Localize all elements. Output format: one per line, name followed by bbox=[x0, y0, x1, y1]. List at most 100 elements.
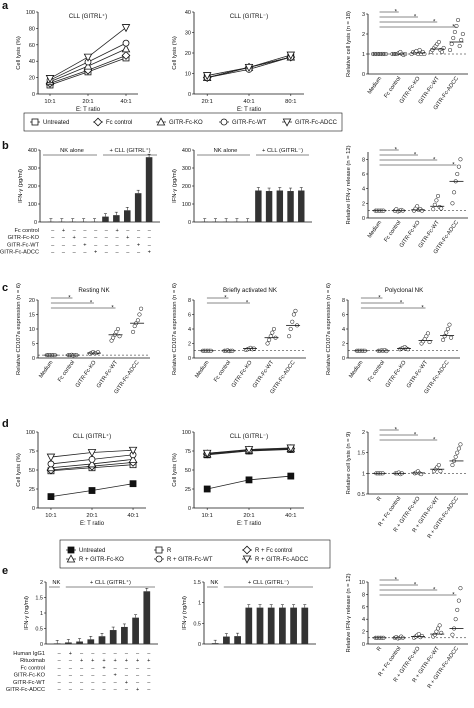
d3-sig-star: * bbox=[414, 433, 417, 439]
d1-point bbox=[87, 449, 97, 458]
d1-title: CLL (GITRL⁺) bbox=[73, 433, 111, 440]
a-legend-box bbox=[23, 112, 343, 132]
e-table-sign: – bbox=[114, 651, 118, 657]
b2-group-label: + CLL (GITRL⁻) bbox=[262, 148, 303, 154]
e3-sig-star: * bbox=[414, 583, 417, 589]
b3-point bbox=[450, 201, 455, 206]
b1-ytick-label: 0 bbox=[34, 220, 37, 226]
b2-bar bbox=[287, 191, 294, 222]
e-table-sign: – bbox=[80, 673, 84, 679]
b-table-sign: – bbox=[105, 242, 109, 248]
d1-point bbox=[88, 455, 96, 463]
e-table-row-label: Rituximab bbox=[20, 658, 45, 664]
b1-bar bbox=[145, 157, 153, 222]
e2-bar bbox=[223, 636, 230, 644]
b-table-sign: – bbox=[148, 228, 152, 234]
c2-sig-star: * bbox=[246, 301, 249, 307]
b3-ytick-label: 0 bbox=[362, 216, 365, 222]
d2-point bbox=[203, 485, 211, 493]
a3-point bbox=[454, 23, 459, 29]
c1-ytick-label: 20 bbox=[29, 298, 35, 304]
d3-point bbox=[453, 454, 458, 459]
d1-point bbox=[88, 487, 96, 494]
a1-ylabel: Cell lysis (%) bbox=[16, 36, 22, 70]
c3-sig-star: * bbox=[378, 296, 381, 302]
e-table-sign: – bbox=[102, 687, 106, 693]
c2-point bbox=[287, 334, 292, 339]
a3-point bbox=[451, 35, 456, 41]
a1-xtick-label: 20:1 bbox=[82, 99, 93, 105]
e3-point bbox=[450, 632, 455, 637]
a1-xtick-label: 10:1 bbox=[44, 99, 55, 105]
a3-ytick-label: 1 bbox=[362, 52, 365, 58]
e-table-sign: + bbox=[102, 658, 105, 664]
d-legend-label: R + Fc control bbox=[255, 548, 293, 554]
d2-title: CLL (GITRL⁻) bbox=[230, 433, 268, 440]
e2-ytick-label: 1 bbox=[198, 601, 201, 607]
b2-ytick-label: 0 bbox=[188, 220, 191, 226]
b-table-sign: – bbox=[137, 228, 141, 234]
e-table-sign: – bbox=[69, 665, 73, 671]
e-table-sign: + bbox=[136, 658, 139, 664]
c2-point bbox=[293, 308, 298, 313]
c3-point bbox=[405, 347, 411, 352]
d2-ytick-label: 100 bbox=[182, 430, 191, 436]
c1-sig-star: * bbox=[90, 301, 93, 307]
a2-ytick-label: 20 bbox=[185, 51, 191, 57]
a-legend-label: GITR-Fc-ADCC bbox=[295, 120, 338, 126]
a3-point bbox=[449, 41, 454, 47]
c1-ytick-label: 0 bbox=[32, 356, 35, 362]
b-table-sign: + bbox=[137, 242, 140, 248]
e3-ylabel: Relative IFN-γ release (n = 12) bbox=[346, 573, 352, 652]
b-table-sign: + bbox=[73, 235, 76, 241]
c3-point bbox=[441, 337, 446, 342]
e-table-sign: – bbox=[69, 680, 73, 686]
a2-title: CLL (GITRL⁻) bbox=[230, 13, 268, 20]
a1-point bbox=[121, 24, 131, 33]
c3-ytick-label: 0 bbox=[342, 356, 345, 362]
c1-sig-star: * bbox=[68, 296, 71, 302]
e1-ylabel: IFN-γ (ng/ml) bbox=[24, 596, 30, 630]
c1-title: Resting NK bbox=[78, 287, 110, 294]
b-table-sign: – bbox=[94, 228, 98, 234]
b-table-sign: – bbox=[51, 250, 55, 256]
d3-point bbox=[436, 463, 441, 468]
b3-category-label: Medium bbox=[367, 219, 384, 239]
c1-ytick-label: 10 bbox=[29, 327, 35, 333]
e2-ytick-label: 1.5 bbox=[193, 580, 201, 586]
e1-group-label: NK bbox=[52, 580, 60, 586]
c3-title: Polyclonal NK bbox=[385, 287, 424, 294]
e2-bar bbox=[290, 607, 297, 644]
a-legend-marker bbox=[31, 118, 39, 126]
d1-point bbox=[128, 454, 138, 463]
c2-point bbox=[271, 326, 276, 332]
b-table-row-label: GITR-Fc-KO bbox=[8, 235, 40, 241]
b2-bar bbox=[265, 191, 273, 222]
c1-sig-star: * bbox=[111, 306, 114, 312]
e-table-sign: – bbox=[58, 665, 62, 671]
e-table-sign: + bbox=[69, 651, 72, 657]
b1-group-label: + CLL (GITRL⁺) bbox=[109, 147, 150, 154]
d1-point bbox=[47, 460, 55, 468]
b1-bar bbox=[124, 210, 131, 222]
b3-category-label: Fc control bbox=[383, 220, 402, 244]
e-table-sign: – bbox=[69, 687, 73, 693]
d2-point bbox=[245, 476, 253, 484]
a1-ytick-label: 80 bbox=[29, 26, 35, 32]
b2-ytick-label: 100 bbox=[182, 202, 191, 208]
c3-category-label: GITR-Fc-KO bbox=[385, 359, 408, 389]
b2-ytick-label: 400 bbox=[182, 148, 191, 154]
a-legend-marker bbox=[156, 117, 166, 126]
c2-title: Briefly activated NK bbox=[223, 287, 278, 294]
a-legend-marker bbox=[282, 118, 292, 127]
c2-point bbox=[288, 326, 293, 332]
e-table-sign: – bbox=[80, 665, 84, 671]
e-table-sign: – bbox=[125, 665, 129, 671]
b-table-sign: – bbox=[126, 250, 130, 256]
b-table-sign: – bbox=[51, 235, 55, 241]
e3-ytick-label: 0 bbox=[362, 642, 365, 648]
d3-point bbox=[458, 442, 463, 447]
c2-category-label: Medium bbox=[194, 359, 211, 379]
b-table-sign: – bbox=[62, 235, 66, 241]
c3-ytick-label: 6 bbox=[342, 313, 345, 319]
